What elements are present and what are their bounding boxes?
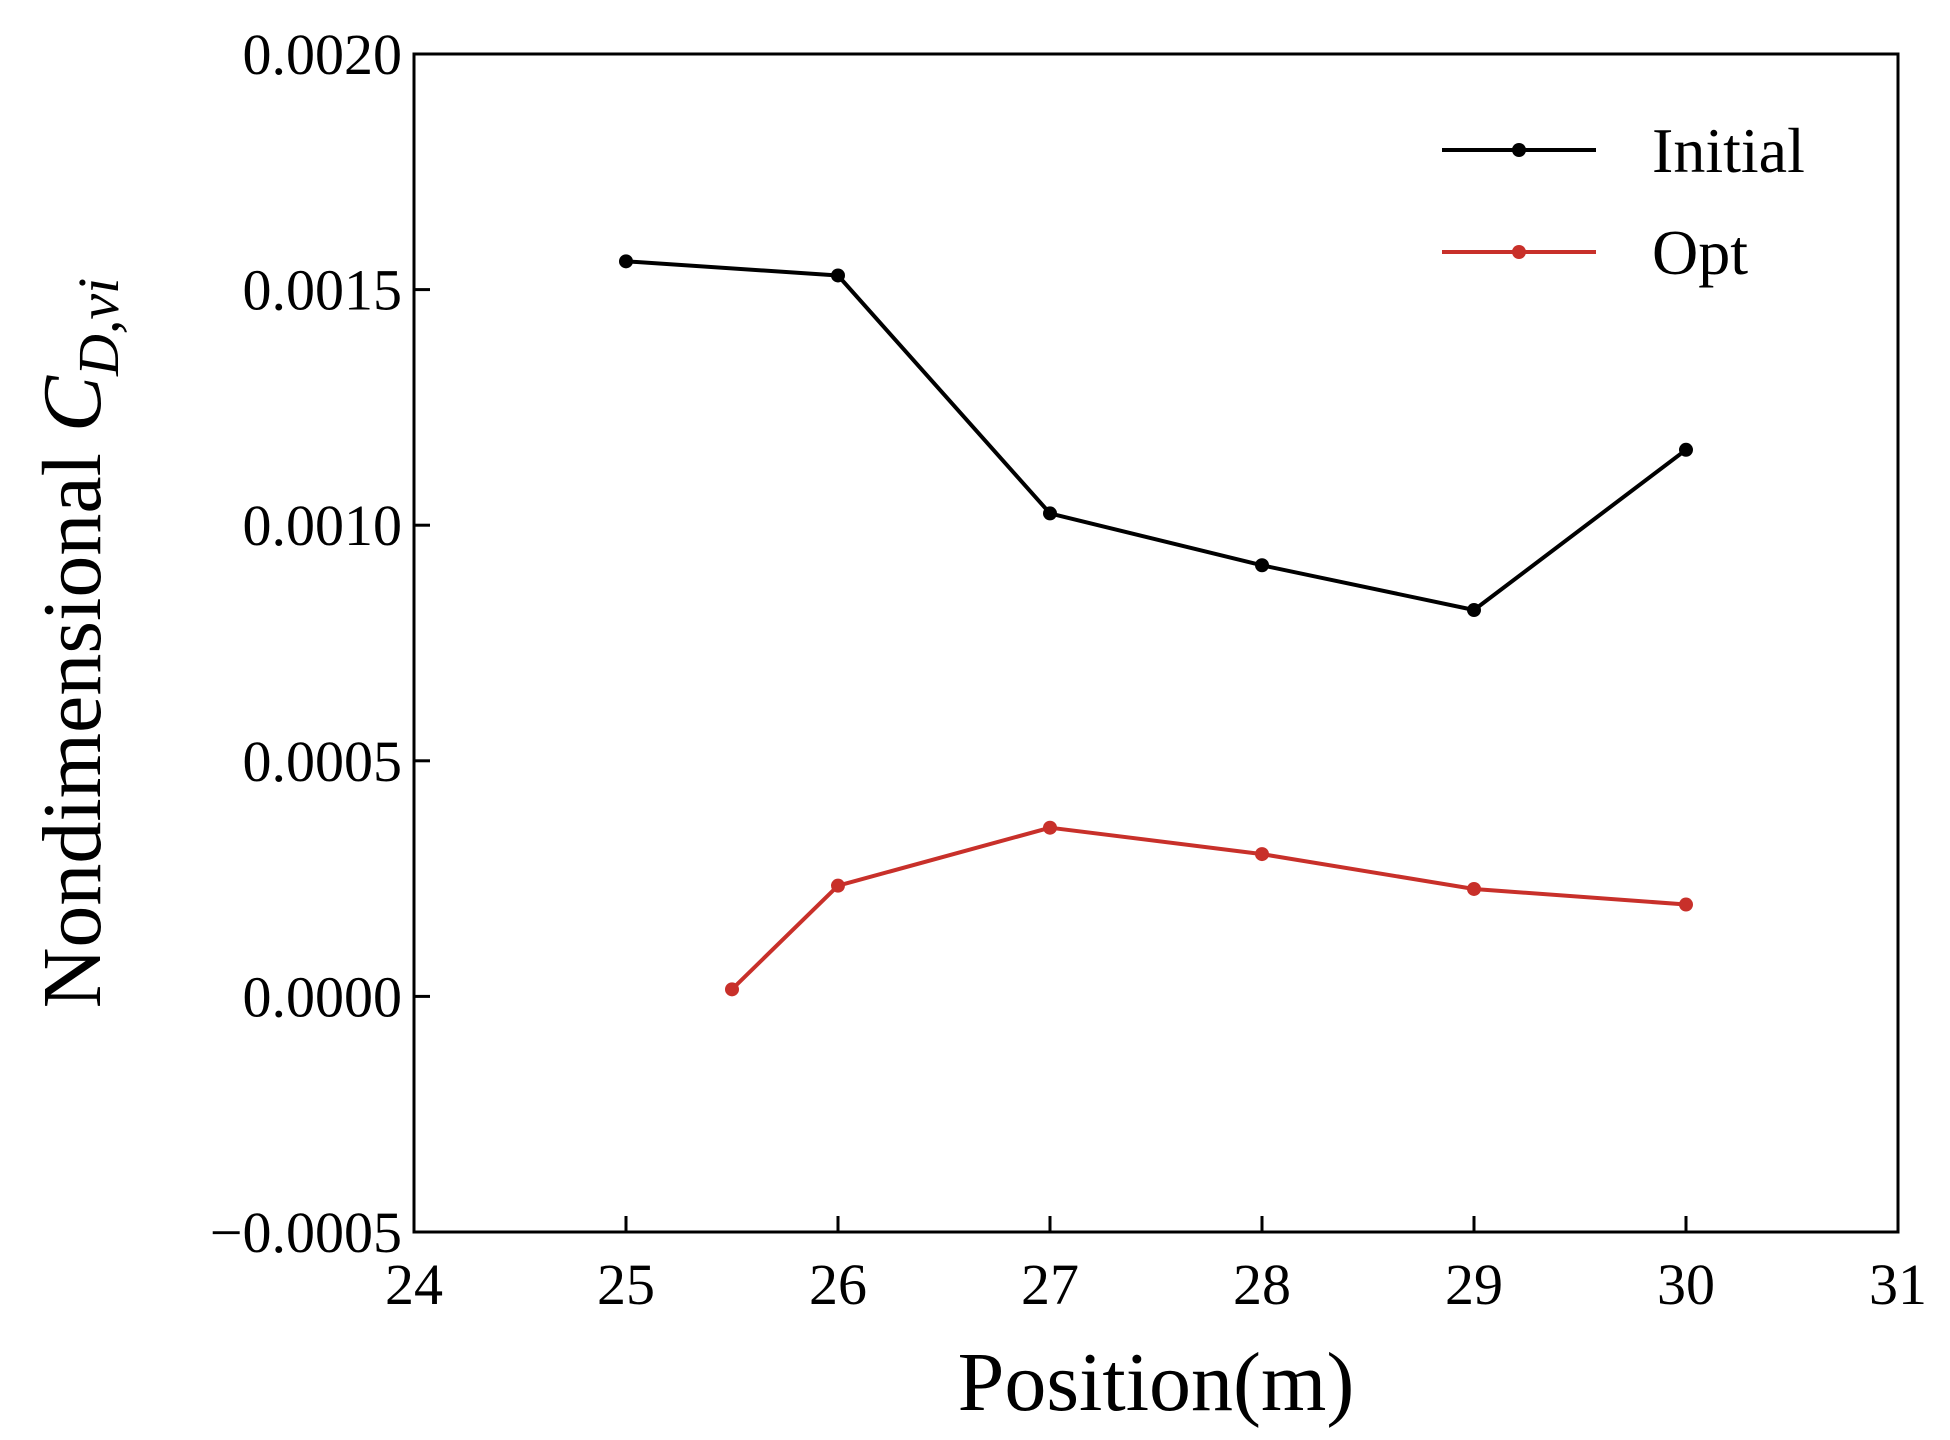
y-tick-label: 0.0000 <box>243 964 403 1029</box>
data-point-opt <box>1679 897 1693 912</box>
y-axis-title-prefix: Nondimensional <box>26 432 119 1008</box>
series-layer <box>619 254 1693 997</box>
x-tick-label: 25 <box>597 1252 655 1317</box>
legend-swatch-marker-opt <box>1512 245 1526 259</box>
legend-swatch-marker-initial <box>1512 143 1526 157</box>
data-point-initial <box>1467 603 1481 618</box>
data-point-opt <box>1255 847 1269 862</box>
data-point-opt <box>831 878 845 893</box>
data-point-opt <box>1043 820 1057 835</box>
data-point-initial <box>831 268 845 283</box>
y-axis-title-subscript: D,vi <box>66 278 131 377</box>
series-line-opt <box>730 825 1687 991</box>
data-point-initial <box>1679 442 1693 457</box>
x-tick-label: 29 <box>1445 1252 1503 1317</box>
series-line-initial <box>625 259 1688 612</box>
y-tick-label: 0.0015 <box>243 258 403 323</box>
legend-label-opt: Opt <box>1652 217 1748 288</box>
legend-label-initial: Initial <box>1652 115 1805 186</box>
x-tick-label: 26 <box>809 1252 867 1317</box>
y-axis-title: Nondimensional CD,vi <box>26 278 131 1009</box>
data-point-opt <box>725 982 739 997</box>
data-point-opt <box>1467 881 1481 896</box>
x-axis-title: Position(m) <box>958 1336 1355 1429</box>
y-axis-ticks: −0.0005 0.0000 0.0005 0.0010 0.0015 0.0020 <box>210 22 430 1265</box>
legend: Initial Opt <box>1442 115 1805 288</box>
y-tick-label: 0.0010 <box>243 493 403 558</box>
x-axis-ticks: 24 25 26 27 28 29 30 31 <box>385 1216 1927 1317</box>
data-point-initial <box>1043 506 1057 521</box>
x-tick-label: 24 <box>385 1252 443 1317</box>
y-tick-label: 0.0005 <box>243 729 403 794</box>
x-tick-label: 31 <box>1869 1252 1927 1317</box>
x-tick-label: 28 <box>1233 1252 1291 1317</box>
y-tick-label: −0.0005 <box>210 1200 402 1265</box>
y-axis-title-symbol: C <box>26 375 119 432</box>
data-point-initial <box>1255 558 1269 573</box>
x-tick-label: 30 <box>1657 1252 1715 1317</box>
plot-frame <box>412 52 1900 1234</box>
y-tick-label: 0.0020 <box>243 22 403 87</box>
x-tick-label: 27 <box>1021 1252 1079 1317</box>
data-point-initial <box>619 254 633 269</box>
